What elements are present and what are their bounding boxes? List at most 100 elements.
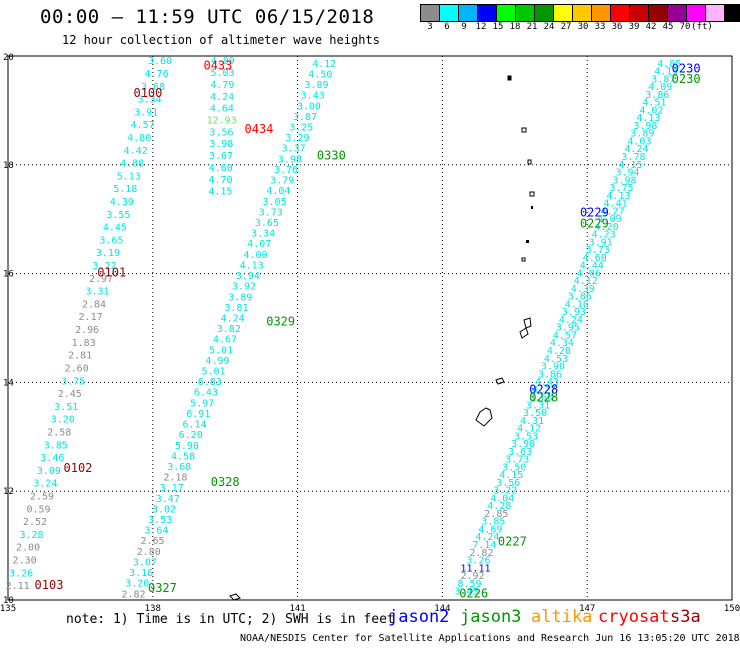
wave-height-value: 4.44	[580, 261, 604, 272]
farallon-island-shape	[507, 75, 512, 81]
track-time-labels: 0433 0100 0434 0330 0101 0329 0102 0328 0103 0327…	[35, 59, 701, 601]
wave-height-value: 3.20	[51, 415, 75, 426]
lon-tick-label: 144	[434, 604, 450, 614]
scale-swatch	[724, 4, 740, 22]
wave-height-value: 3.55	[106, 210, 130, 221]
scale-label: 12	[475, 22, 487, 32]
lon-tick-label: 138	[145, 604, 161, 614]
wave-height-value: 3.89	[228, 292, 252, 303]
wave-height-value: 3.85	[44, 440, 68, 451]
pass-time-label: 0328	[211, 475, 240, 489]
anatahan-island-shape	[527, 159, 532, 165]
mission-jason3: jason3	[460, 607, 522, 627]
pass-time-label: 0327	[148, 581, 177, 595]
wave-height-value: 4.67	[213, 335, 237, 346]
wave-height-value: 4.13	[636, 113, 660, 124]
wave-height-value: 4.53	[544, 354, 568, 365]
wave-height-value: 3.29	[285, 133, 309, 144]
wave-height-value: 4.41	[604, 199, 628, 210]
pass-time-label: 0329	[266, 314, 295, 328]
wave-height-value: 3.28	[19, 530, 43, 541]
wave-height-value: 4.57	[131, 120, 155, 131]
wave-height-value: 3.37	[282, 144, 306, 155]
wave-height-value: 3.91	[134, 107, 158, 118]
wave-height-value: 4.24	[210, 92, 234, 103]
scale-label: 9	[461, 22, 467, 32]
wave-height-value: 5.97	[190, 398, 214, 409]
wave-height-value: 3.56	[209, 127, 233, 138]
wave-height-value: 2.17	[79, 312, 103, 323]
wave-height-value: 2.52	[23, 517, 47, 528]
pass-time-label: 0330	[317, 148, 346, 162]
pass-time-label: 0229	[580, 216, 609, 230]
wave-height-value: 4.31	[520, 416, 544, 427]
wave-height-value: 2.00	[16, 543, 40, 554]
wave-height-value: 3.53	[514, 431, 538, 442]
wave-height-value: 4.04	[266, 186, 290, 197]
wave-height-value: 3.82	[217, 324, 241, 335]
wave-height-value: 3.16	[129, 568, 153, 579]
wave-height-value: 3.86	[538, 369, 562, 380]
wave-height-value: 4.39	[110, 197, 134, 208]
wave-height-value: 3.73	[505, 455, 529, 466]
page-title: 00:00 – 11:59 UTC 06/15/2018	[40, 6, 375, 28]
land-islands	[229, 75, 535, 601]
wave-height-value: 3.02	[152, 504, 176, 515]
lat-tick-label: 12	[3, 487, 14, 497]
wave-height-value: 4.16	[565, 299, 589, 310]
wave-height-value: 3.95	[556, 323, 580, 334]
lon-tick-label: 135	[0, 604, 16, 614]
wave-height-value: 3.79	[270, 176, 294, 187]
wave-height-value: 4.24	[221, 313, 245, 324]
pass-time-label: 0230	[672, 61, 701, 75]
color-scale	[420, 4, 740, 22]
wave-height-value: 3.81	[224, 303, 248, 314]
wave-height-value: 7.14	[472, 540, 496, 551]
wave-height-value: 2.96	[75, 325, 99, 336]
wave-height-value: 3.73	[259, 207, 283, 218]
wave-height-value: 2.80	[137, 547, 161, 558]
wave-height-value: 4.07	[247, 239, 271, 250]
mission-s3a: s3a	[670, 607, 701, 627]
pass-time-label: 0226	[459, 586, 488, 600]
pass-time-label: 0227	[498, 535, 527, 549]
scale-label: 15	[492, 22, 504, 32]
wave-height-value: 3.75	[610, 183, 634, 194]
scale-label: 45	[662, 22, 674, 32]
wave-height-value: 3.67	[209, 151, 233, 162]
scale-label: 24	[543, 22, 555, 32]
wave-height-value: 4.09	[648, 82, 672, 93]
wave-height-value: 3.25	[289, 123, 313, 134]
map-grid: 135 138 141 144 147 150 20 18 16 14 12 10	[0, 53, 740, 614]
wave-height-value: 4.24	[475, 532, 499, 543]
wave-height-value: 2.45	[58, 389, 82, 400]
wave-height-value: 3.34	[251, 229, 275, 240]
wave-height-value: 3.93	[562, 307, 586, 318]
rota-island-shape	[495, 377, 505, 385]
wave-height-value: 4.34	[550, 338, 574, 349]
guam-island-shape	[475, 407, 493, 427]
wave-height-value: 3.64	[144, 526, 168, 537]
wave-height-value: 3.98	[511, 439, 535, 450]
wave-height-value: 3.50	[523, 408, 547, 419]
wave-height-value: 3.31	[526, 400, 550, 411]
wave-height-value: 4.15	[208, 187, 232, 198]
sarigan-island-shape	[526, 240, 529, 243]
wave-height-value: 4.15	[499, 470, 523, 481]
scale-label: 27	[560, 22, 572, 32]
wave-height-value: 3.85	[481, 517, 505, 528]
wave-height-value: 3.60	[529, 393, 553, 404]
wave-height-value: 3.65	[255, 218, 279, 229]
wave-height-value: 2.18	[163, 473, 187, 484]
footer-note: note: 1) Time is in UTC; 2) SWH is in fe…	[66, 612, 395, 627]
page-subtitle: 12 hour collection of altimeter wave hei…	[62, 33, 380, 47]
wave-height-value: 4.23	[592, 230, 616, 241]
wave-height-value: 3.60	[148, 56, 172, 67]
wave-height-value: 3.98	[633, 121, 657, 132]
saipan-island-shape	[523, 317, 532, 329]
wave-height-value: 8.59	[457, 579, 481, 590]
pass-time-label: 0101	[97, 265, 126, 279]
tinian-island-shape	[519, 327, 529, 339]
wave-height-value: 3.98	[209, 139, 233, 150]
